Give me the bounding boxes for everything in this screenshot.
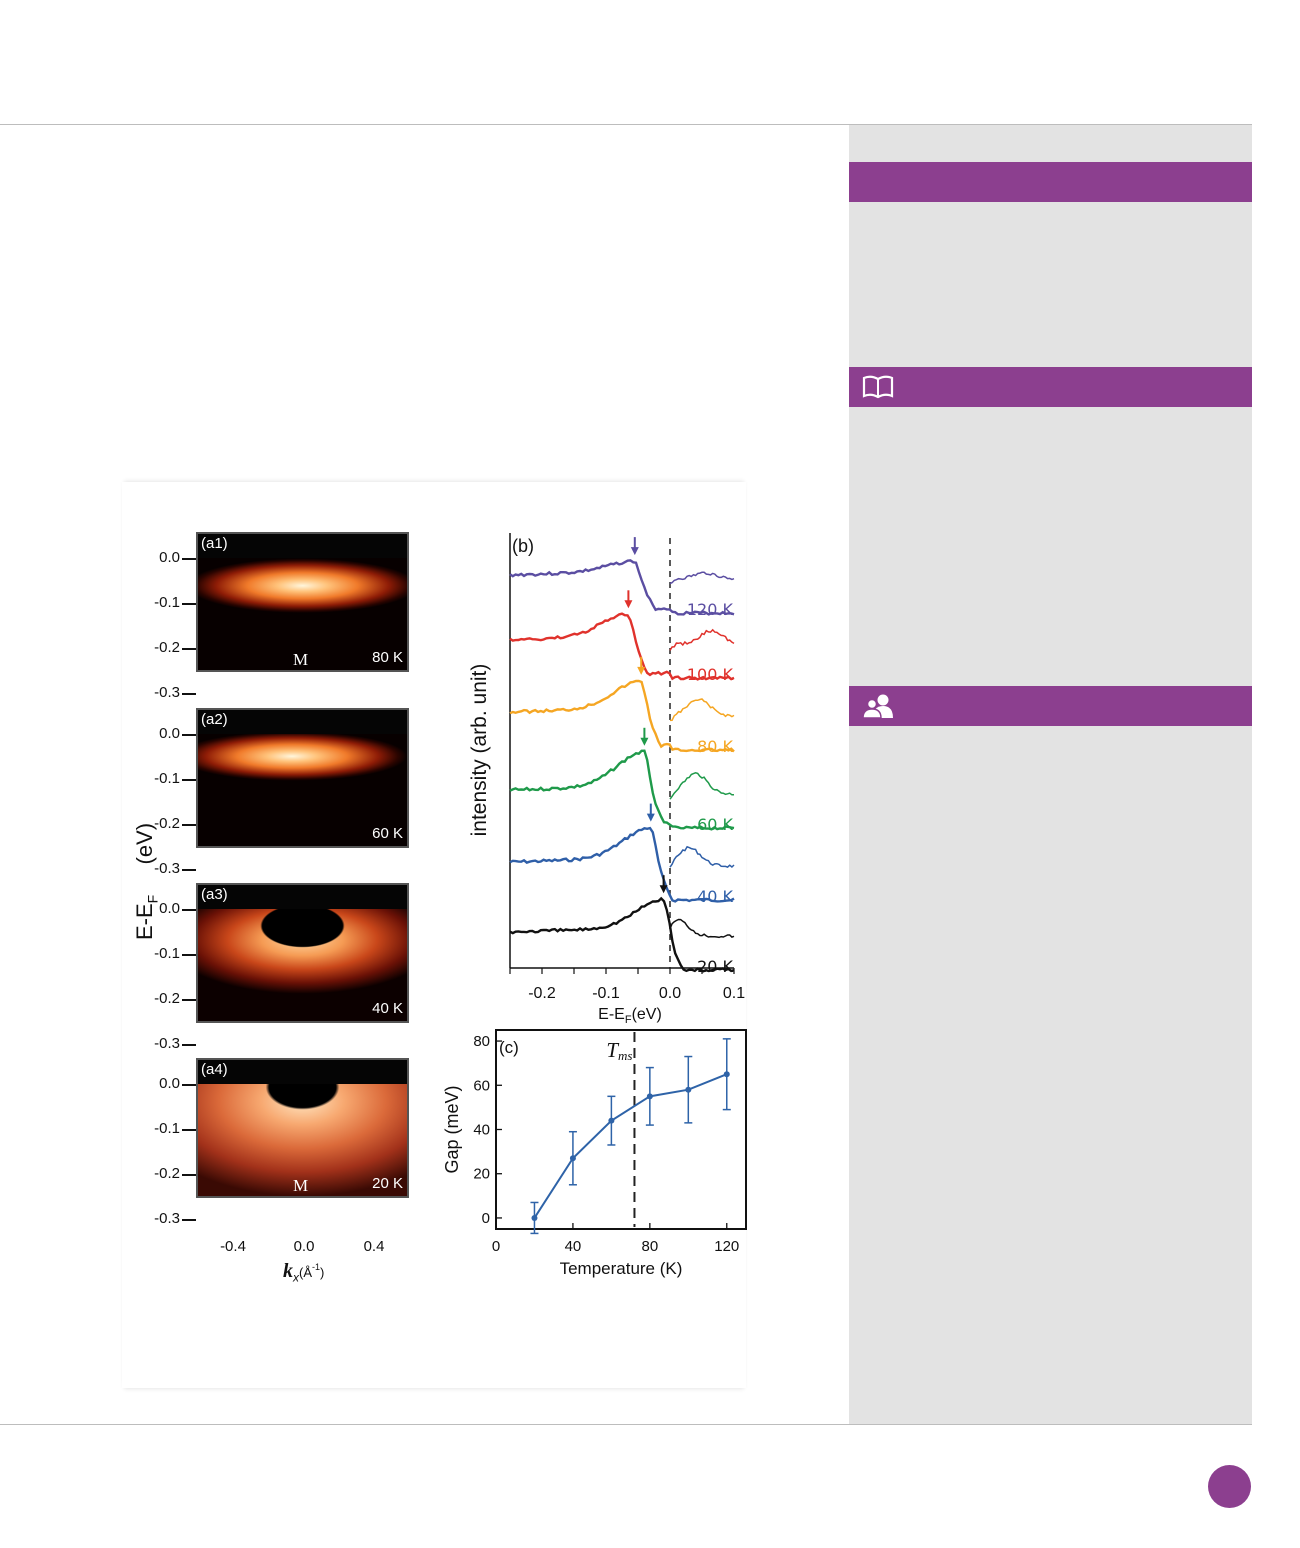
panel-top-band	[198, 1060, 407, 1084]
a-ytick-label: -0.2	[154, 639, 180, 656]
a-ytick-mark	[182, 909, 196, 911]
a-ytick-label: -0.1	[154, 594, 180, 611]
a-ytick-mark	[182, 648, 196, 650]
a-ytick-label: -0.2	[154, 815, 180, 832]
a-ytick-label: 0.0	[159, 1075, 180, 1092]
a-ytick-mark	[182, 869, 196, 871]
a-ytick-mark	[182, 1084, 196, 1086]
a-xlabel-close: )	[320, 1265, 325, 1280]
panel-temperature: 60 K	[372, 825, 403, 842]
panel-label: (a4)	[201, 1061, 228, 1078]
panel-label: (a2)	[201, 711, 228, 728]
a-ytick-mark	[182, 1219, 196, 1221]
a-ytick-label: -0.3	[154, 1210, 180, 1227]
a-xlabel-k: k	[283, 1260, 293, 1282]
a-ytick-label: -0.1	[154, 945, 180, 962]
page-number-badge	[1208, 1465, 1251, 1508]
arpes-panel: (a2) 60 K	[196, 708, 409, 848]
arpes-panel: (a1) 80 K M	[196, 532, 409, 672]
a-xlabel-sup: -1	[312, 1262, 321, 1272]
panel-temperature: 40 K	[372, 1000, 403, 1017]
sidebar-section-header-authors	[849, 686, 1252, 726]
a-ytick-mark	[182, 1174, 196, 1176]
a-xtick-label: -0.4	[220, 1238, 246, 1255]
a-ytick-label: -0.3	[154, 860, 180, 877]
sidebar-section-header-references	[849, 367, 1252, 407]
panel-label: (a3)	[201, 886, 228, 903]
a-ytick-mark	[182, 999, 196, 1001]
panel-point-label: M	[293, 1176, 309, 1195]
a-ylabel-text: E-E	[132, 903, 157, 940]
a-ytick-label: 0.0	[159, 549, 180, 566]
a-ytick-mark	[182, 734, 196, 736]
a-ytick-label: -0.2	[154, 990, 180, 1007]
a-ytick-label: -0.1	[154, 770, 180, 787]
panel-temperature: 80 K	[372, 649, 403, 666]
footer-rule	[0, 1424, 1252, 1425]
panel-label: (a1)	[201, 535, 228, 552]
book-icon	[862, 374, 894, 405]
a-ylabel-sub: F	[144, 894, 161, 904]
arpes-panel: (a4) 20 K M	[196, 1058, 409, 1198]
panel-top-band	[198, 885, 407, 909]
a-xlabel-unit: (Å	[299, 1265, 312, 1280]
a-ylabel-unit: (eV)	[132, 822, 157, 865]
a-xtick-label: 0.0	[293, 1238, 315, 1255]
a-xlabel: kx(Å-1)	[283, 1260, 324, 1285]
sidebar-section-header-1	[849, 162, 1252, 202]
a-ytick-label: -0.3	[154, 684, 180, 701]
panel-temperature: 20 K	[372, 1175, 403, 1192]
a-xtick-label: 0.4	[363, 1238, 385, 1255]
people-icon	[862, 693, 896, 724]
arpes-panel: (a3) 40 K	[196, 883, 409, 1023]
a-ytick-label: 0.0	[159, 725, 180, 742]
a-ytick-label: -0.3	[154, 1035, 180, 1052]
a-ytick-mark	[182, 1129, 196, 1131]
a-ytick-mark	[182, 1044, 196, 1046]
a-ylabel: E-EF (eV)	[112, 810, 160, 940]
panel-top-band	[198, 710, 407, 734]
a-ytick-label: -0.2	[154, 1165, 180, 1182]
a-xlabel-sub: x	[293, 1270, 299, 1285]
a-ytick-mark	[182, 693, 196, 695]
a-ytick-mark	[182, 603, 196, 605]
a-ytick-label: 0.0	[159, 900, 180, 917]
a-ytick-mark	[182, 779, 196, 781]
panel-point-label: M	[293, 650, 309, 669]
a-ytick-mark	[182, 824, 196, 826]
panel-top-band	[198, 534, 407, 558]
a-ytick-mark	[182, 558, 196, 560]
a-ytick-label: -0.1	[154, 1120, 180, 1137]
sidebar	[849, 125, 1252, 1424]
a-ytick-mark	[182, 954, 196, 956]
header-rule	[0, 124, 1252, 125]
